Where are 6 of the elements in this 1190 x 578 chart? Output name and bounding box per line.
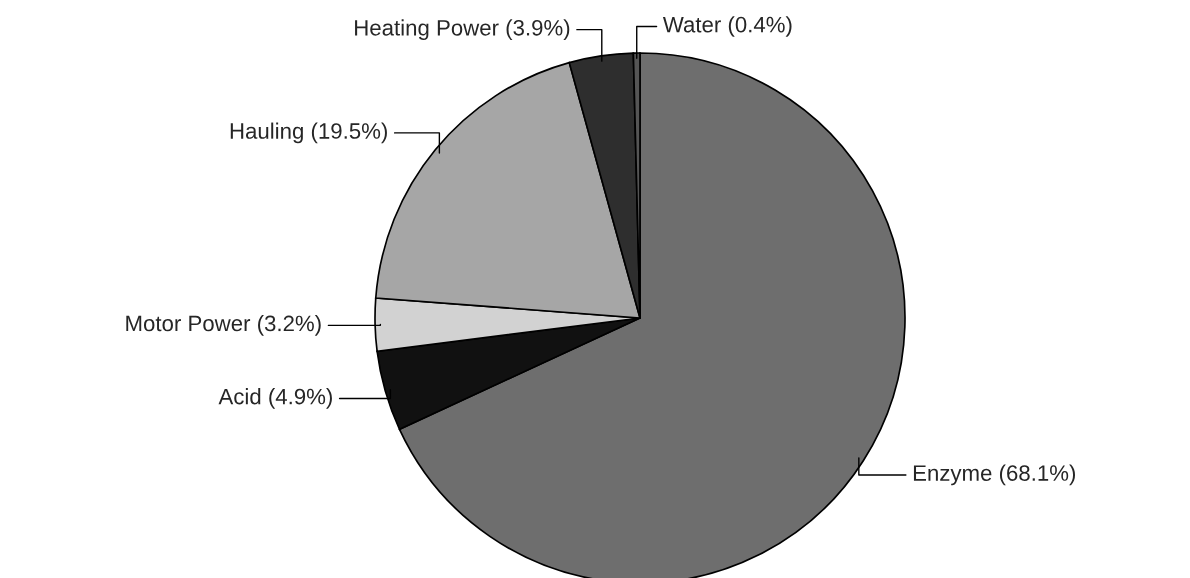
slice-label: Hauling (19.5%) (230, 122, 387, 144)
slice-label: Acid (4.9%) (218, 388, 332, 409)
slice-label: Water (0.4%) (662, 16, 792, 37)
slice-label: Heating Power (3.9%) (355, 19, 570, 41)
slice-label: Enzyme (68.1%) (913, 464, 1076, 486)
slice-label: Motor Power (3.2%) (126, 314, 321, 336)
